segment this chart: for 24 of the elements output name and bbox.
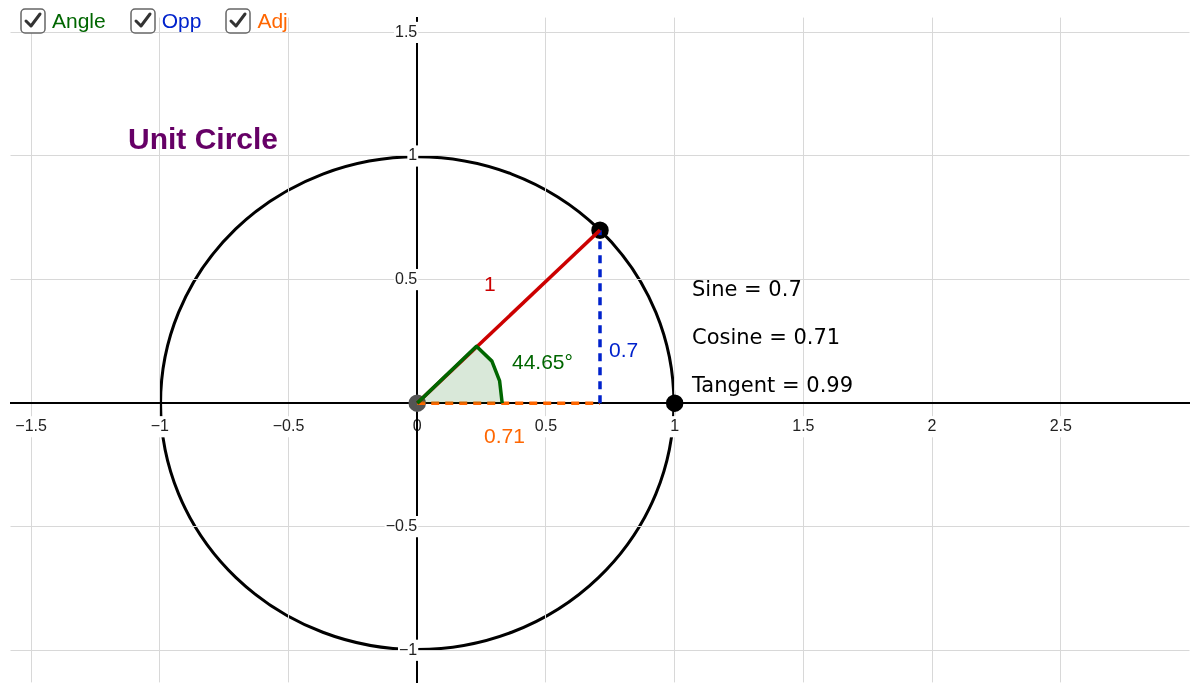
y-tick-label: 1.5 bbox=[394, 22, 418, 40]
annotation: 0.71 bbox=[484, 424, 525, 448]
annotation: 1 bbox=[484, 272, 496, 296]
annotation: 0.7 bbox=[609, 338, 639, 362]
y-tick-label: −1 bbox=[398, 640, 418, 658]
x-tick-label: −0.5 bbox=[272, 417, 305, 435]
annotation: Cosine = 0.71 bbox=[692, 325, 841, 349]
x-tick-label: 1 bbox=[670, 417, 680, 435]
annotation: Tangent = 0.99 bbox=[692, 373, 854, 397]
x-tick-label: −1 bbox=[150, 417, 170, 435]
x-tick-label: 1.5 bbox=[792, 417, 815, 435]
y-tick-label: −0.5 bbox=[385, 517, 418, 535]
text: Adj bbox=[257, 9, 288, 33]
text: Angle bbox=[52, 9, 106, 33]
y-tick-label: 1 bbox=[408, 146, 418, 164]
annotation: Sine = 0.7 bbox=[692, 277, 802, 301]
annotation: 44.65° bbox=[512, 350, 573, 374]
text: Opp bbox=[161, 9, 202, 33]
text: Unit Circle bbox=[128, 122, 279, 156]
x-tick-label: 2 bbox=[927, 417, 937, 435]
x-tick-label: 0.5 bbox=[534, 417, 558, 435]
x-tick-label: −1.5 bbox=[15, 417, 47, 435]
x-tick-label: 2.5 bbox=[1049, 417, 1073, 435]
y-tick-label: 0.5 bbox=[394, 269, 418, 287]
